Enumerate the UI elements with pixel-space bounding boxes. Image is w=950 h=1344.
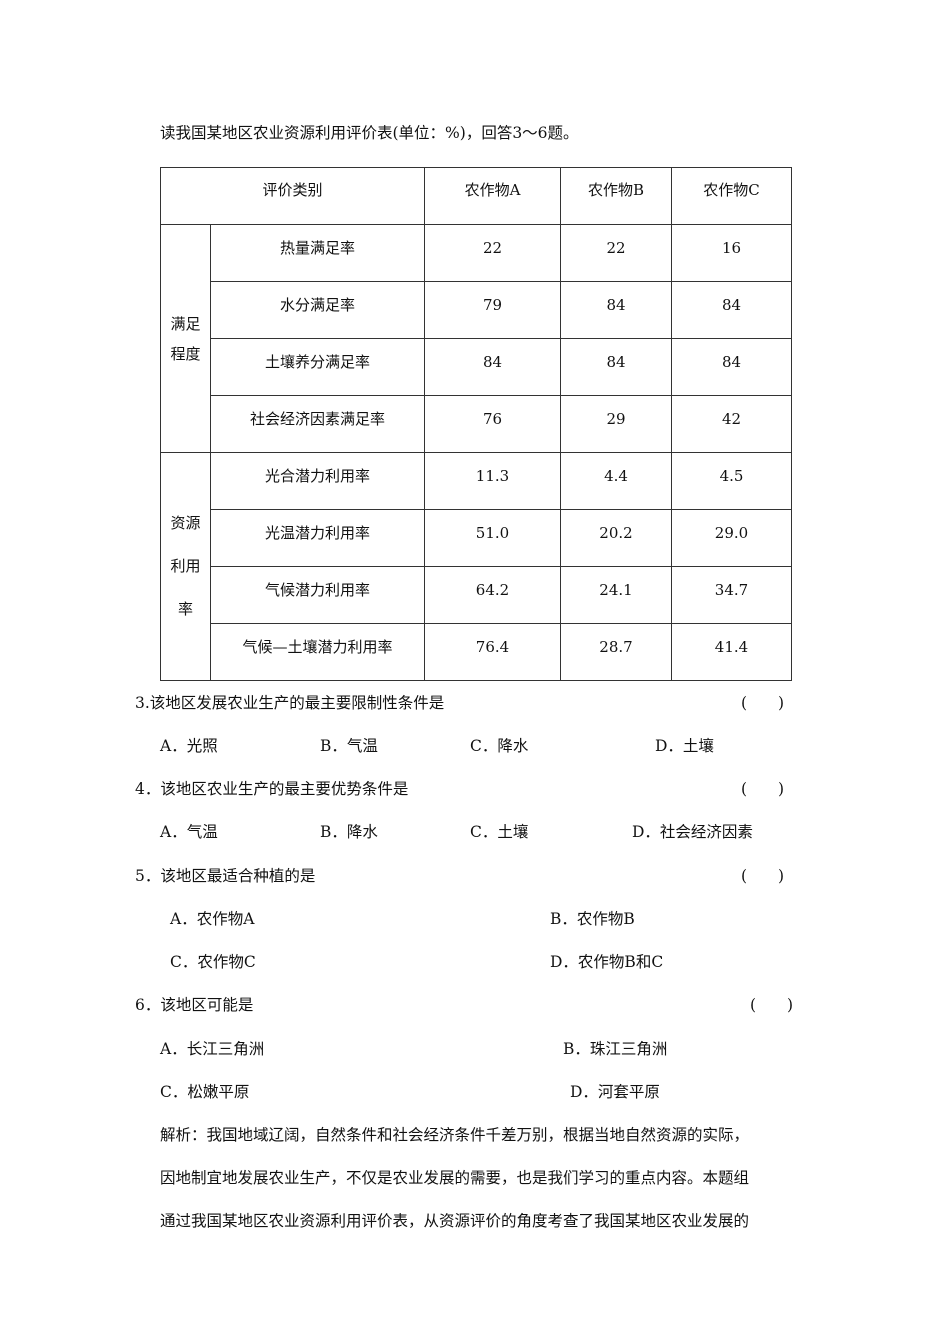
- table-row: 土壤养分满足率 84 84 84: [161, 338, 792, 396]
- item-cell: 土壤养分满足率: [210, 338, 425, 396]
- header-crop-a: 农作物A: [424, 167, 561, 225]
- value-cell-a: 76: [424, 395, 561, 453]
- answer-option[interactable]: D．社会经济因素: [632, 823, 753, 841]
- answer-option[interactable]: D．河套平原: [570, 1083, 660, 1101]
- value-cell-b: 29: [560, 395, 672, 453]
- item-cell: 热量满足率: [210, 224, 425, 282]
- value-cell-b: 84: [560, 281, 672, 339]
- analysis-line: 解析：我国地域辽阔，自然条件和社会经济条件千差万别，根据当地自然资源的实际，: [160, 1126, 750, 1144]
- group-label: 满足 程度: [160, 224, 211, 453]
- item-cell: 气候潜力利用率: [210, 566, 425, 624]
- answer-option[interactable]: A．气温: [160, 823, 218, 841]
- table-row: 社会经济因素满足率 76 29 42: [161, 395, 792, 453]
- question-stem: 6．该地区可能是: [135, 996, 254, 1014]
- answer-option[interactable]: C．松嫩平原: [160, 1083, 250, 1101]
- value-cell-c: 42: [671, 395, 792, 453]
- answer-option[interactable]: B．珠江三角洲: [563, 1040, 668, 1058]
- answer-option[interactable]: B．降水: [320, 823, 378, 841]
- item-cell: 光合潜力利用率: [210, 452, 425, 510]
- answer-option[interactable]: A．农作物A: [170, 910, 255, 928]
- question-stem: 3.该地区发展农业生产的最主要限制性条件是: [135, 694, 445, 712]
- table-row: 气候潜力利用率 64.2 24.1 34.7: [161, 566, 792, 624]
- group-label-line: 率: [177, 600, 193, 618]
- value-cell-a: 11.3: [424, 452, 561, 510]
- group-label-line: 程度: [170, 344, 201, 363]
- table-row: 资源 利用率光合潜力利用率 11.3 4.4 4.5: [160, 452, 792, 681]
- value-cell-b: 4.4: [560, 452, 672, 510]
- group-label-line: 资源: [170, 514, 201, 532]
- answer-blank: ( ): [750, 996, 794, 1014]
- answer-option[interactable]: B．农作物B: [550, 910, 635, 928]
- value-cell-a: 22: [424, 224, 561, 282]
- intro-text: 读我国某地区农业资源利用评价表(单位：%)，回答3～6题。: [160, 124, 579, 142]
- answer-option[interactable]: A．光照: [160, 737, 218, 755]
- question-stem: 4．该地区农业生产的最主要优势条件是: [135, 780, 409, 798]
- analysis-line: 因地制宜地发展农业生产，不仅是农业发展的需要，也是我们学习的重点内容。本题组: [160, 1169, 750, 1187]
- header-crop-c: 农作物C: [671, 167, 792, 225]
- value-cell-a: 76.4: [424, 623, 561, 681]
- value-cell-b: 20.2: [560, 509, 672, 567]
- answer-blank: ( ): [741, 694, 785, 712]
- header-category: 评价类别: [160, 167, 425, 225]
- answer-option[interactable]: C．土壤: [470, 823, 529, 841]
- item-cell: 水分满足率: [210, 281, 425, 339]
- answer-option[interactable]: C．农作物C: [170, 953, 256, 971]
- value-cell-a: 79: [424, 281, 561, 339]
- header-crop-b: 农作物B: [560, 167, 672, 225]
- value-cell-b: 22: [560, 224, 672, 282]
- value-cell-c: 29.0: [671, 509, 792, 567]
- value-cell-b: 84: [560, 338, 672, 396]
- value-cell-c: 84: [671, 338, 792, 396]
- answer-option[interactable]: D．土壤: [655, 737, 714, 755]
- group-label-line: 利用: [170, 557, 201, 575]
- value-cell-a: 64.2: [424, 566, 561, 624]
- value-cell-c: 4.5: [671, 452, 792, 510]
- answer-option[interactable]: A．长江三角洲: [160, 1040, 265, 1058]
- answer-option[interactable]: C．降水: [470, 737, 529, 755]
- analysis-line: 通过我国某地区农业资源利用评价表，从资源评价的角度考查了我国某地区农业发展的: [160, 1212, 750, 1230]
- table-row: 光温潜力利用率 51.0 20.2 29.0: [161, 509, 792, 567]
- value-cell-b: 28.7: [560, 623, 672, 681]
- evaluation-table: 评价类别 农作物A 农作物B 农作物C 满足 程度 热量满足率 22 22 16 水分满足率…: [160, 167, 792, 681]
- item-cell: 社会经济因素满足率: [210, 395, 425, 453]
- answer-blank: ( ): [741, 867, 785, 885]
- answer-option[interactable]: B．气温: [320, 737, 378, 755]
- value-cell-c: 16: [671, 224, 792, 282]
- value-cell-a: 84: [424, 338, 561, 396]
- answer-option[interactable]: D．农作物B和C: [550, 953, 664, 971]
- table-row: 气候—土壤潜力利用率 76.4 28.7 41.4: [161, 623, 792, 681]
- table-row: 满足 程度 热量满足率 22 22 16: [160, 224, 792, 453]
- answer-blank: ( ): [741, 780, 785, 798]
- value-cell-c: 84: [671, 281, 792, 339]
- group-label: 资源 利用率: [160, 452, 211, 681]
- value-cell-a: 51.0: [424, 509, 561, 567]
- question-stem: 5．该地区最适合种植的是: [135, 867, 316, 885]
- group-label-line: 满足: [170, 314, 201, 333]
- item-cell: 光温潜力利用率: [210, 509, 425, 567]
- table-row: 水分满足率 79 84 84: [161, 281, 792, 339]
- value-cell-c: 34.7: [671, 566, 792, 624]
- value-cell-b: 24.1: [560, 566, 672, 624]
- item-cell: 气候—土壤潜力利用率: [210, 623, 425, 681]
- value-cell-c: 41.4: [671, 623, 792, 681]
